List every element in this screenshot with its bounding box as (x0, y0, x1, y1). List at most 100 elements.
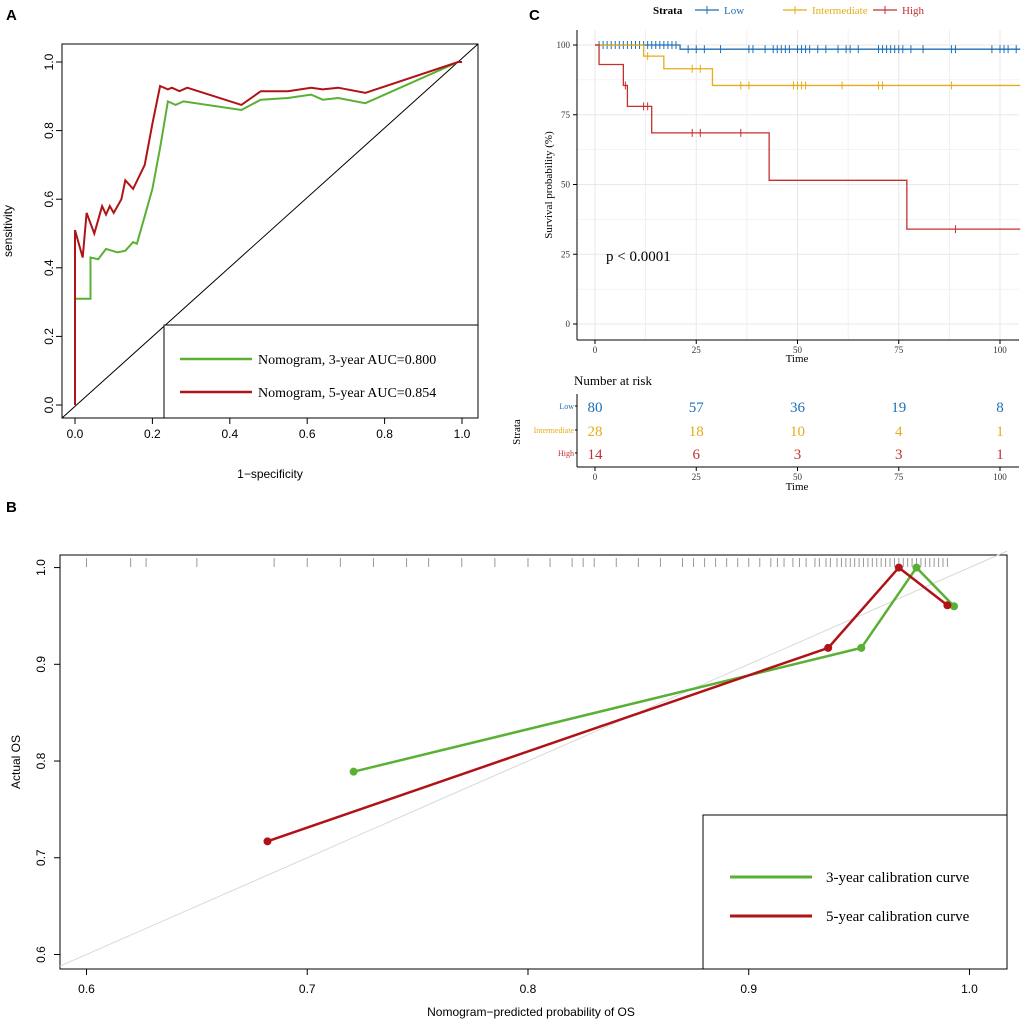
risk-count: 6 (693, 447, 701, 463)
risk-count: 80 (588, 400, 603, 416)
km-x-tick-label: 75 (894, 345, 904, 355)
y-tick-label: 0.4 (42, 259, 56, 276)
km-legend-title: Strata (653, 5, 683, 17)
calib-x-tick-label: 1.0 (961, 982, 978, 996)
km-x-tick-label: 0 (593, 345, 598, 355)
km-legend-label: Intermediate (812, 5, 868, 17)
km-pvalue-annotation: p < 0.0001 (606, 249, 671, 265)
calibration-3year-line (353, 565, 955, 773)
calibration-point (943, 601, 952, 610)
calib-x-tick-label: 0.9 (740, 982, 757, 996)
km-x-axis-title: Time (786, 353, 809, 365)
calibration-point (894, 563, 903, 572)
x-axis-title: 1−specificity (237, 467, 303, 481)
risk-count: 19 (891, 400, 906, 416)
panel-label-c: C (529, 7, 540, 24)
calibration-point (912, 563, 921, 572)
calib-x-axis-title: Nomogram−predicted probability of OS (427, 1005, 635, 1019)
risk-y-axis-title: Strata (511, 419, 523, 445)
risk-count: 1 (996, 447, 1004, 463)
km-y-tick-label: 75 (561, 110, 571, 120)
x-tick-label: 0.0 (67, 427, 84, 441)
risk-count: 3 (895, 447, 903, 463)
km-high-curve (595, 44, 1021, 230)
x-tick-label: 0.2 (144, 427, 161, 441)
panel-label-b: B (6, 499, 17, 516)
risk-x-tick-label: 0 (593, 472, 598, 482)
y-tick-label: 0.2 (42, 328, 56, 345)
calibration-point (857, 643, 866, 652)
roc-3year-line (74, 61, 462, 405)
risk-table-title: Number at risk (574, 373, 652, 388)
roc-legend-label: Nomogram, 5-year AUC=0.854 (258, 386, 436, 401)
roc-plot: 0.0 0.2 0.4 0.6 0.8 1.0 0.0 0.2 0.4 0.6 0.8 1.0 1−sp… (1, 43, 479, 481)
risk-x-tick-label: 75 (894, 472, 904, 482)
risk-count: 3 (794, 447, 802, 463)
risk-x-tick-label: 25 (692, 472, 702, 482)
calibration-plot: 0.6 0.7 0.8 0.9 1.0 0.6 0.7 0.8 0.9 1.0 Nomogram−p… (9, 550, 1008, 1019)
calibration-point (824, 643, 833, 652)
calib-y-tick-label: 1.0 (34, 559, 48, 576)
risk-count: 18 (689, 424, 704, 440)
km-y-axis-title: Survival probability (%) (543, 131, 555, 239)
km-y-tick-label: 50 (561, 180, 571, 190)
x-tick-label: 0.6 (299, 427, 316, 441)
risk-count: 8 (996, 400, 1004, 416)
calibration-ideal-line (59, 550, 1008, 967)
calib-x-tick-label: 0.7 (299, 982, 316, 996)
calib-x-tick-label: 0.6 (78, 982, 95, 996)
risk-x-axis-title: Time (786, 481, 809, 493)
risk-x-tick-label: 50 (793, 472, 803, 482)
roc-reference-diagonal (61, 43, 479, 419)
risk-count: 10 (790, 424, 805, 440)
risk-table: Number at risk 0 25 50 75 100 Time Strata Low 80 5… (511, 373, 1019, 493)
risk-count: 36 (790, 400, 806, 416)
calibration-5year-line (267, 565, 949, 843)
km-plot: 0 25 50 75 100 0 25 50 75 100 Time Survival probabi… (543, 5, 1021, 365)
calib-y-axis-title: Actual OS (9, 735, 23, 789)
calib-x-tick-label: 0.8 (520, 982, 537, 996)
roc-5year-line (74, 61, 462, 405)
roc-legend-box (163, 324, 479, 419)
risk-count: 57 (689, 400, 705, 416)
x-tick-label: 1.0 (454, 427, 471, 441)
calib-y-tick-label: 0.7 (34, 849, 48, 866)
x-tick-label: 0.4 (221, 427, 238, 441)
km-y-tick-label: 100 (557, 40, 571, 50)
km-y-tick-label: 0 (566, 319, 571, 329)
risk-count: 4 (895, 424, 903, 440)
roc-legend-label: Nomogram, 3-year AUC=0.800 (258, 353, 436, 368)
risk-count: 28 (588, 424, 603, 440)
risk-row-label: Intermediate (534, 426, 575, 435)
risk-count: 14 (588, 447, 604, 463)
calibration-point (349, 767, 358, 776)
y-tick-label: 0.6 (42, 191, 56, 208)
km-legend-label: Low (724, 5, 744, 17)
calib-y-tick-label: 0.6 (34, 946, 48, 963)
risk-row-label: High (558, 449, 574, 458)
y-tick-label: 1.0 (42, 53, 56, 70)
km-intermediate-curve (595, 44, 1021, 87)
km-x-tick-label: 50 (793, 345, 803, 355)
risk-x-tick-label: 100 (993, 472, 1007, 482)
calibration-point (263, 837, 272, 846)
y-tick-label: 0.8 (42, 122, 56, 139)
calib-y-tick-label: 0.8 (34, 752, 48, 769)
panel-label-a: A (6, 7, 17, 24)
y-axis-title: sensitivity (1, 205, 15, 257)
risk-count: 1 (996, 424, 1004, 440)
km-x-tick-label: 25 (692, 345, 702, 355)
km-legend-label: High (902, 5, 925, 17)
calib-legend-label: 5-year calibration curve (826, 909, 970, 925)
calibration-legend-box (702, 814, 1008, 970)
km-y-tick-label: 25 (561, 249, 571, 259)
calib-y-tick-label: 0.9 (34, 656, 48, 673)
calibration-frame (59, 554, 1008, 970)
km-x-tick-label: 100 (993, 345, 1007, 355)
km-low-curve (595, 44, 1021, 50)
calibration-point (950, 602, 959, 611)
x-tick-label: 0.8 (376, 427, 393, 441)
risk-row-label: Low (559, 402, 574, 411)
calib-legend-label: 3-year calibration curve (826, 870, 970, 886)
